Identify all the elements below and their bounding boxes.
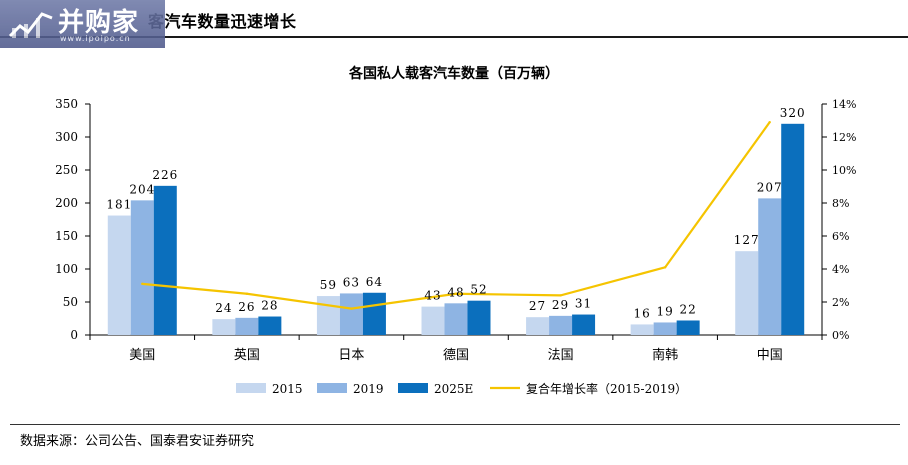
y-tick-label-left: 300 [55, 130, 78, 144]
y-tick-label-left: 200 [55, 196, 78, 210]
watermark-logo: 并购家 www.ipoipo.cn [0, 0, 165, 48]
data-labels: 181 24 59 43 27 16 127 204 26 63 48 29 19 207 226 28 64 5… [106, 106, 806, 321]
report-header: 客汽车数量迅速增长 [0, 0, 908, 36]
bar-value-label: 24 [215, 301, 232, 315]
bar-value-label: 59 [320, 278, 337, 292]
y-tick-label-right: 2% [832, 296, 849, 309]
x-tick-label: 英国 [234, 348, 260, 363]
bar [676, 320, 700, 335]
bar-value-label: 226 [152, 168, 178, 182]
bar-value-label: 26 [238, 300, 255, 314]
bar-value-label: 19 [657, 304, 674, 318]
growth-point [141, 282, 144, 286]
x-tick-label: 德国 [443, 348, 469, 363]
bar-value-label: 64 [366, 275, 383, 289]
bar [235, 317, 259, 335]
legend-swatch [317, 383, 347, 393]
growth-point [559, 294, 562, 297]
chart-bars [107, 123, 805, 335]
bar-value-label: 43 [424, 289, 441, 303]
bar [735, 251, 759, 335]
bar-value-label: 52 [470, 283, 487, 297]
legend-swatch [398, 383, 428, 393]
growth-point [245, 292, 249, 295]
growth-line [141, 120, 771, 310]
bar-value-label: 320 [780, 106, 806, 120]
bar-value-label: 22 [680, 302, 697, 316]
chart-trend-icon [8, 12, 53, 38]
bar [212, 319, 236, 335]
legend-label: 2019 [353, 382, 384, 396]
bar [444, 303, 468, 335]
bar [362, 292, 386, 335]
y-tick-label-right: 6% [832, 230, 849, 243]
car-ownership-chart: 各国私人载客汽车数量（百万辆） 0 50 100 150 200 250 300 350 0% 2… [55, 65, 856, 396]
growth-point [663, 266, 667, 269]
growth-point [350, 307, 353, 310]
logo-wordmark: 并购家 [58, 8, 140, 38]
bar-value-label: 31 [575, 297, 592, 311]
bar-value-label: 27 [529, 299, 546, 313]
bar-value-label: 63 [343, 275, 360, 289]
chart-legend: 2015 2019 2025E 复合年增长率（2015-2019） [236, 381, 687, 396]
bar-value-label: 16 [634, 306, 651, 320]
y-tick-label-left: 250 [55, 163, 78, 177]
bar [630, 324, 654, 335]
y-tick-label-right: 4% [832, 263, 849, 276]
bar-value-label: 207 [757, 180, 783, 194]
bar [107, 215, 131, 335]
growth-point [768, 120, 771, 124]
bar [526, 317, 550, 335]
bar [758, 198, 782, 335]
bar [153, 185, 177, 335]
y-tick-label-right: 14% [832, 98, 856, 111]
section-title: 客汽车数量迅速增长 [148, 12, 297, 31]
legend-label: 2015 [272, 382, 303, 396]
bar [549, 315, 573, 335]
y-tick-label-right: 8% [832, 197, 849, 210]
bar [467, 300, 491, 335]
bar-value-label: 181 [106, 198, 132, 212]
legend-swatch [236, 383, 266, 393]
legend-label: 复合年增长率（2015-2019） [526, 381, 687, 396]
y-tick-label-left: 100 [55, 262, 78, 276]
bar [130, 200, 154, 335]
logo-url: www.ipoipo.cn [60, 34, 131, 43]
y-tick-label-left: 50 [63, 295, 78, 309]
footer-divider [10, 424, 900, 425]
y-tick-label-left: 0 [70, 328, 78, 342]
legend-label: 2025E [434, 382, 473, 396]
x-tick-label: 法国 [548, 348, 574, 363]
bar [572, 314, 596, 335]
growth-line-path [142, 121, 771, 310]
bar-value-label: 127 [734, 233, 760, 247]
bar [316, 296, 340, 335]
x-tick-label: 南韩 [652, 347, 678, 363]
bar [421, 306, 445, 335]
bar [653, 322, 677, 335]
bar [339, 293, 363, 335]
y-tick-label-right: 0% [832, 329, 849, 342]
source-note: 数据来源：公司公告、国泰君安证券研究 [20, 434, 255, 449]
y-tick-label-left: 350 [55, 97, 78, 111]
bar-value-label: 204 [129, 182, 155, 196]
x-tick-label: 日本 [338, 348, 364, 363]
bar [258, 316, 282, 335]
bar-value-label: 29 [552, 298, 569, 312]
bar-value-label: 28 [261, 299, 278, 313]
header-divider [0, 36, 908, 38]
growth-point [454, 292, 458, 295]
y-tick-label-left: 150 [55, 229, 78, 243]
x-tick-label: 中国 [757, 348, 783, 363]
bar [781, 123, 805, 335]
y-tick-label-right: 10% [832, 164, 856, 177]
chart-title: 各国私人载客汽车数量（百万辆） [348, 65, 559, 82]
bar-value-label: 48 [447, 285, 464, 299]
x-tick-label: 美国 [129, 348, 155, 363]
y-tick-label-right: 12% [832, 131, 856, 144]
